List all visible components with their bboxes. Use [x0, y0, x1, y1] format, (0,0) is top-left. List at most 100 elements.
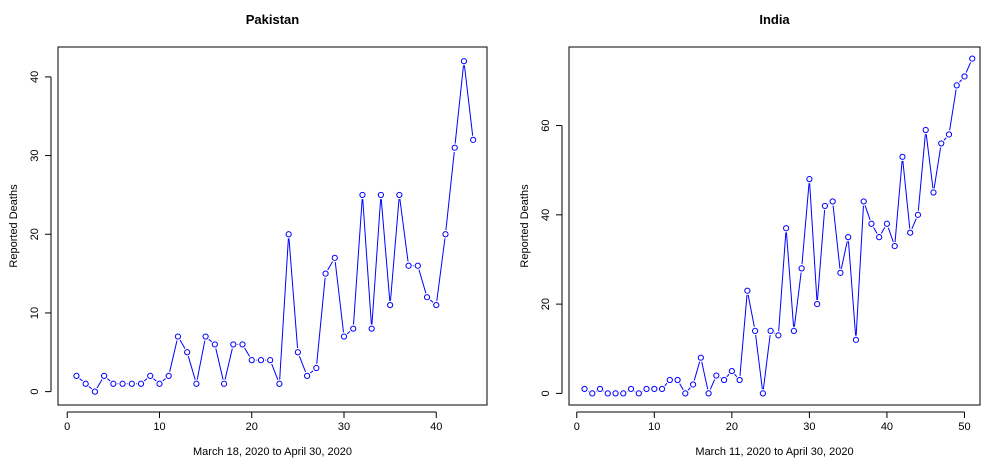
- data-point: [666, 376, 673, 384]
- series-line-segment: [880, 227, 886, 234]
- series-line-segment: [664, 382, 668, 387]
- data-point: [775, 332, 782, 339]
- series-line-segment: [840, 241, 848, 269]
- x-axis-label: March 11, 2020 to April 30, 2020: [695, 446, 853, 458]
- data-point: [969, 55, 976, 62]
- data-point: [405, 262, 412, 269]
- data-point: [387, 301, 394, 309]
- x-axis-label: March 18, 2020 to April 30, 2020: [193, 446, 352, 458]
- data-point: [294, 349, 301, 356]
- series-line-segment: [902, 160, 911, 229]
- x-tick-label: 30: [338, 421, 350, 433]
- data-point: [806, 176, 813, 183]
- series-line-segment: [327, 261, 334, 271]
- data-point: [736, 376, 743, 384]
- data-point: [82, 380, 89, 387]
- data-point: [689, 381, 697, 388]
- series-line-segment: [88, 386, 93, 390]
- data-point: [643, 385, 650, 393]
- data-point: [759, 390, 766, 397]
- data-point: [156, 380, 163, 387]
- data-point: [460, 58, 468, 65]
- y-tick-label: 10: [29, 307, 41, 319]
- series-line-segment: [778, 232, 787, 332]
- data-point: [868, 220, 875, 227]
- series-line-segment: [832, 205, 841, 269]
- data-point: [612, 390, 619, 397]
- y-tick-label: 40: [540, 209, 552, 221]
- data-point: [313, 364, 320, 372]
- data-point: [930, 189, 937, 196]
- data-point: [604, 390, 611, 397]
- series-line-segment: [389, 199, 400, 301]
- data-point: [907, 229, 914, 236]
- data-point: [883, 220, 891, 227]
- data-point: [596, 385, 604, 393]
- data-point: [211, 341, 218, 348]
- series-line-segment: [855, 205, 864, 336]
- series-line-segment: [244, 347, 251, 357]
- series-line-segment: [687, 387, 691, 391]
- series-line-segment: [429, 299, 434, 303]
- series-line-segment: [208, 338, 212, 343]
- series-line-segment: [371, 199, 382, 325]
- series-line-segment: [445, 151, 455, 231]
- series-line-segment: [911, 218, 917, 230]
- series-line-segment: [187, 356, 196, 380]
- data-point: [230, 341, 237, 348]
- data-point: [814, 301, 821, 308]
- series-line-segment: [965, 62, 972, 73]
- data-point: [276, 380, 283, 387]
- series-line-segment: [463, 65, 474, 136]
- data-point: [891, 242, 898, 250]
- data-point: [674, 376, 681, 384]
- data-point: [705, 390, 712, 397]
- data-point: [433, 301, 440, 309]
- series-line-segment: [959, 79, 963, 83]
- x-tick-label: 30: [803, 421, 815, 433]
- x-tick-label: 0: [574, 421, 580, 433]
- series-line-segment: [943, 137, 947, 141]
- data-point: [821, 202, 829, 210]
- data-point: [257, 357, 265, 364]
- x-tick-label: 10: [153, 421, 165, 433]
- series-line-segment: [739, 294, 748, 376]
- series-line-segment: [755, 335, 763, 390]
- data-point: [728, 367, 735, 375]
- data-point: [627, 385, 635, 393]
- series-line-segment: [873, 227, 878, 234]
- chart-title: Pakistan: [246, 12, 300, 27]
- data-point: [119, 380, 126, 387]
- data-point: [128, 380, 135, 387]
- series-line-segment: [309, 370, 314, 374]
- data-point: [147, 372, 154, 379]
- x-tick-label: 0: [64, 421, 70, 433]
- x-tick-label: 50: [958, 421, 970, 433]
- y-tick-label: 0: [29, 389, 41, 395]
- series-line-segment: [917, 134, 926, 211]
- series-line-segment: [298, 356, 307, 373]
- data-point: [945, 131, 953, 138]
- data-point: [914, 211, 922, 218]
- series-line-segment: [894, 160, 903, 242]
- y-tick-label: 0: [540, 390, 552, 396]
- series-line-segment: [399, 199, 409, 262]
- x-tick-label: 40: [430, 421, 442, 433]
- series-line-segment: [801, 183, 810, 265]
- series-line-segment: [925, 134, 934, 189]
- series-line-segment: [362, 199, 372, 325]
- series-line-segment: [316, 277, 326, 364]
- data-point: [239, 341, 246, 348]
- y-tick-label: 40: [29, 71, 41, 83]
- data-point: [899, 153, 906, 160]
- data-point: [248, 357, 255, 364]
- series-line-segment: [215, 348, 224, 380]
- data-point: [876, 234, 883, 241]
- data-point: [470, 136, 477, 143]
- series-line-segment: [279, 238, 289, 380]
- x-tick-label: 10: [648, 421, 660, 433]
- series-line-segment: [96, 379, 103, 389]
- data-point: [73, 372, 80, 379]
- series-line-segment: [847, 241, 857, 336]
- series-line-segment: [816, 210, 826, 300]
